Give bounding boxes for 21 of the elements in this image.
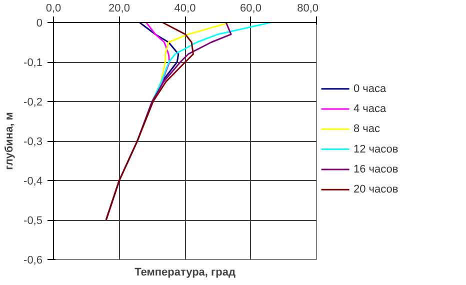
line-series bbox=[105, 22, 194, 221]
legend-label: 20 часов bbox=[354, 184, 398, 196]
y-tick-label: -0,1 bbox=[24, 57, 43, 69]
x-tick-label: 60,0 bbox=[240, 2, 262, 14]
x-tick-label: 0,0 bbox=[46, 2, 62, 14]
y-tick-label: -0,4 bbox=[24, 176, 43, 188]
legend-label: 12 часов bbox=[354, 143, 398, 156]
legend-label: 16 часов bbox=[354, 163, 398, 176]
y-tick-label: -0,6 bbox=[24, 254, 43, 266]
x-tick-label: 80,0 bbox=[297, 2, 319, 14]
legend-label: 4 часа bbox=[354, 103, 388, 116]
x-tick-label: 20,0 bbox=[108, 2, 130, 14]
legend-label: 8 час bbox=[354, 123, 381, 136]
x-tick-label: 40,0 bbox=[174, 2, 196, 14]
legend-label: 0 часа bbox=[354, 82, 388, 95]
x-axis-title: Температура, град bbox=[134, 266, 236, 278]
y-axis-title: глубина, м bbox=[4, 112, 16, 170]
y-tick-label: -0,2 bbox=[24, 96, 43, 108]
y-tick-label: -0,5 bbox=[24, 215, 43, 227]
y-tick-label: -0,3 bbox=[24, 136, 43, 148]
y-tick-label: 0 bbox=[36, 18, 43, 30]
